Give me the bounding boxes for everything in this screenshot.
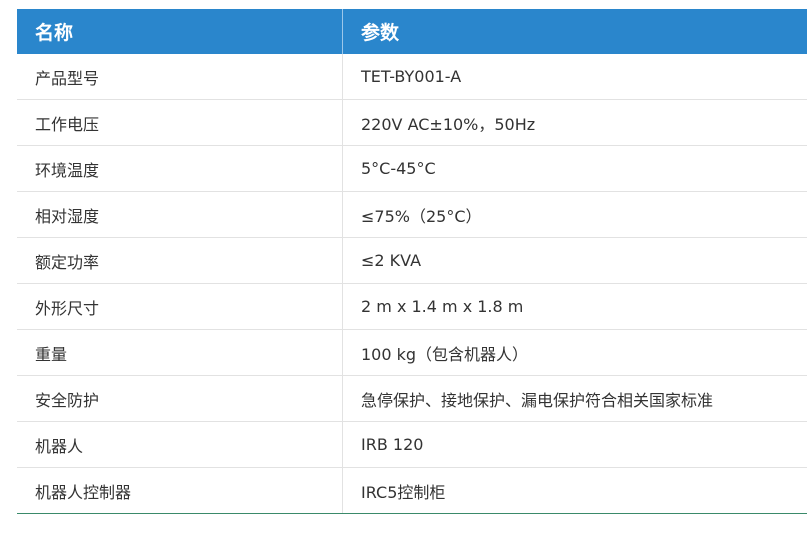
table-row: 外形尺寸 2 m x 1.4 m x 1.8 m: [17, 283, 807, 330]
table-row: 工作电压 220V AC±10%，50Hz: [17, 99, 807, 146]
name-cell: 环境温度: [17, 145, 343, 192]
header-cell: 参数: [342, 9, 807, 54]
table-row: 安全防护 急停保护、接地保护、漏电保护符合相关国家标准: [17, 375, 807, 422]
table-row: 机器人 IRB 120: [17, 421, 807, 468]
name-cell: 安全防护: [17, 375, 343, 422]
spec-table: 名称 参数 产品型号 TET-BY001-A 工作电压 220V AC±10%，50Hz…: [17, 9, 807, 514]
value-cell: IRB 120: [342, 421, 807, 468]
value-cell: 2 m x 1.4 m x 1.8 m: [342, 283, 807, 330]
value-cell: 急停保护、接地保护、漏电保护符合相关国家标准: [342, 375, 807, 422]
value-cell: 220V AC±10%，50Hz: [342, 99, 807, 146]
value-cell: 5°C-45°C: [342, 145, 807, 192]
name-cell: 额定功率: [17, 237, 343, 284]
value-cell: 100 kg（包含机器人）: [342, 329, 807, 376]
table-row: 额定功率 ≤2 KVA: [17, 237, 807, 284]
table-row: 机器人控制器 IRC5控制柜: [17, 467, 807, 514]
value-cell: ≤75%（25°C）: [342, 191, 807, 238]
table-row: 重量 100 kg（包含机器人）: [17, 329, 807, 376]
value-cell: TET-BY001-A: [342, 54, 807, 100]
name-cell: 相对湿度: [17, 191, 343, 238]
name-cell: 产品型号: [17, 54, 343, 100]
value-cell: IRC5控制柜: [342, 467, 807, 514]
header-row: 名称 参数: [17, 9, 807, 54]
header-cell: 名称: [17, 9, 343, 54]
value-cell: ≤2 KVA: [342, 237, 807, 284]
table-row: 产品型号 TET-BY001-A: [17, 54, 807, 100]
table-row: 环境温度 5°C-45°C: [17, 145, 807, 192]
name-cell: 重量: [17, 329, 343, 376]
name-cell: 机器人控制器: [17, 467, 343, 514]
name-cell: 工作电压: [17, 99, 343, 146]
name-cell: 机器人: [17, 421, 343, 468]
table-row: 相对湿度 ≤75%（25°C）: [17, 191, 807, 238]
name-cell: 外形尺寸: [17, 283, 343, 330]
